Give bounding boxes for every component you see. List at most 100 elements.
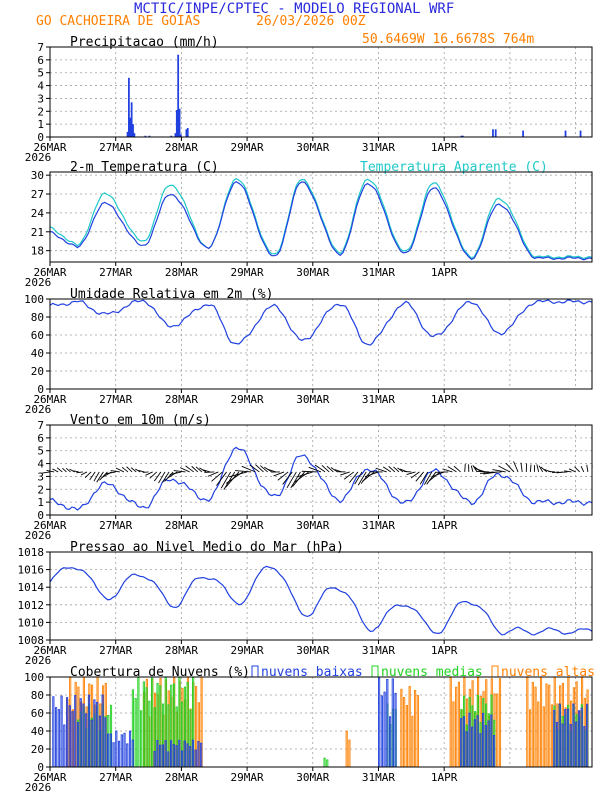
coords-label: 50.6469W 16.6678S 764m (362, 32, 534, 47)
y-tick-label: 60 (31, 707, 44, 720)
temp-axes-frame (49, 171, 593, 263)
cloud-low-bar (128, 730, 132, 768)
cloud-low-bar (120, 734, 123, 768)
x-tick-label: 1APR (431, 644, 458, 657)
precip-bar (174, 133, 177, 137)
cloud-low-bar (57, 709, 60, 768)
wind-vector (234, 470, 252, 473)
x-tick-label: 31MAR (362, 266, 395, 279)
temp-apparent-title: Temperatura Aparente (C) (360, 160, 548, 175)
y-tick-label: 0 (37, 131, 44, 144)
y-tick-label: 4 (37, 458, 44, 471)
cloud-high-bar (457, 681, 460, 768)
x-tick-label: 29MAR (231, 519, 264, 532)
wind-vector (134, 468, 141, 473)
wind-vector (199, 467, 207, 473)
wind-vector (340, 471, 350, 476)
x-tick-label: 28MAR (165, 141, 198, 154)
wind-vector (406, 471, 416, 475)
cloud-high-bar (449, 676, 452, 768)
wind-vector (162, 471, 170, 483)
precip-bar (133, 133, 136, 137)
wind-vector (216, 471, 227, 486)
precip-bar (186, 128, 189, 137)
wind-vector (364, 471, 379, 478)
wind-vector (195, 466, 203, 473)
x-tick-label: 28MAR (165, 644, 198, 657)
cloud-high-bar (414, 690, 417, 768)
wind-vector (267, 468, 276, 473)
wind-vector (447, 466, 457, 473)
wind-vector (419, 471, 429, 485)
y-tick-label: 0 (37, 383, 44, 396)
location-label: GO CACHOEIRA DE GOIAS (36, 14, 200, 29)
precip-bar (492, 129, 494, 137)
wind-vector (73, 470, 79, 473)
x-year-label: 2026 (25, 529, 52, 542)
wind-vector (375, 467, 387, 473)
x-tick-label: 1APR (431, 771, 458, 784)
cloud-low-bar (378, 677, 381, 768)
y-tick-label: 18 (31, 245, 44, 258)
cloud-high-bar (455, 686, 458, 768)
cloud-low-bar (55, 707, 58, 768)
wind-vector (520, 462, 523, 472)
cloud-high-bar (542, 706, 545, 768)
wind-vector (453, 465, 461, 473)
precip-bar (460, 135, 463, 137)
wind-vector (470, 465, 474, 473)
cloud-low-bar (126, 743, 129, 768)
header: MCTIC/INPE/CPTEC - MODELO REGIONAL WRF G… (36, 1, 534, 47)
x-tick-label: 27MAR (99, 519, 132, 532)
y-tick-label: 7 (37, 41, 44, 54)
x-tick-label: 30MAR (296, 141, 329, 154)
wind-vector (158, 471, 166, 484)
x-tick-label: 30MAR (296, 519, 329, 532)
wind-speed-line (49, 446, 593, 511)
x-tick-label: 29MAR (231, 644, 264, 657)
cloud-high-bar (531, 681, 534, 768)
wind-vector (207, 471, 219, 477)
wind-vector (142, 471, 149, 473)
rh-title: Umidade Relativa em 2m (%) (70, 287, 274, 302)
x-year-label: 2026 (25, 151, 52, 164)
x-tick-label: 28MAR (165, 266, 198, 279)
y-tick-label: 40 (31, 347, 44, 360)
cloud-low-bar (383, 691, 386, 768)
y-tick-label: 3 (37, 92, 44, 105)
y-tick-label: 5 (37, 67, 44, 80)
cloud-axes-frame (49, 676, 593, 768)
precip-bar (494, 129, 497, 137)
legend-swatch (251, 665, 259, 678)
slp-line (49, 565, 593, 636)
precip-bar (144, 135, 147, 137)
y-tick-label: 4 (37, 80, 44, 93)
wind-vector (89, 471, 96, 481)
wind-vector (563, 470, 572, 473)
wind-vector (442, 468, 453, 473)
cloud-mid-bar (134, 697, 137, 768)
wind-vector (249, 464, 260, 473)
cloud-high-bar (534, 686, 537, 768)
wind-vector (286, 471, 297, 489)
x-year-label: 2026 (25, 403, 52, 416)
y-tick-label: 5 (37, 445, 44, 458)
wind-vector (426, 471, 437, 485)
cloud-panel: 0 20 40 60 80 100 26MAR 27MAR 28MAR 29MAR 30MAR 31M… (24, 665, 595, 792)
y-tick-label: 6 (37, 54, 44, 67)
wind-vector (211, 471, 223, 482)
wind-vector (464, 463, 466, 472)
legend-swatch (491, 665, 499, 678)
x-tick-label: 1APR (431, 266, 458, 279)
y-tick-label: 20 (31, 743, 44, 756)
wind-vector (488, 471, 502, 473)
x-tick-label: 28MAR (165, 393, 198, 406)
x-tick-label: 26MAR (33, 266, 66, 279)
wind-vector (297, 471, 313, 478)
x-tick-label: 27MAR (99, 771, 132, 784)
precip-bar (126, 131, 129, 137)
apparent-temp-line (49, 177, 593, 260)
wind-vector (354, 471, 363, 485)
wind-vector (277, 471, 289, 481)
